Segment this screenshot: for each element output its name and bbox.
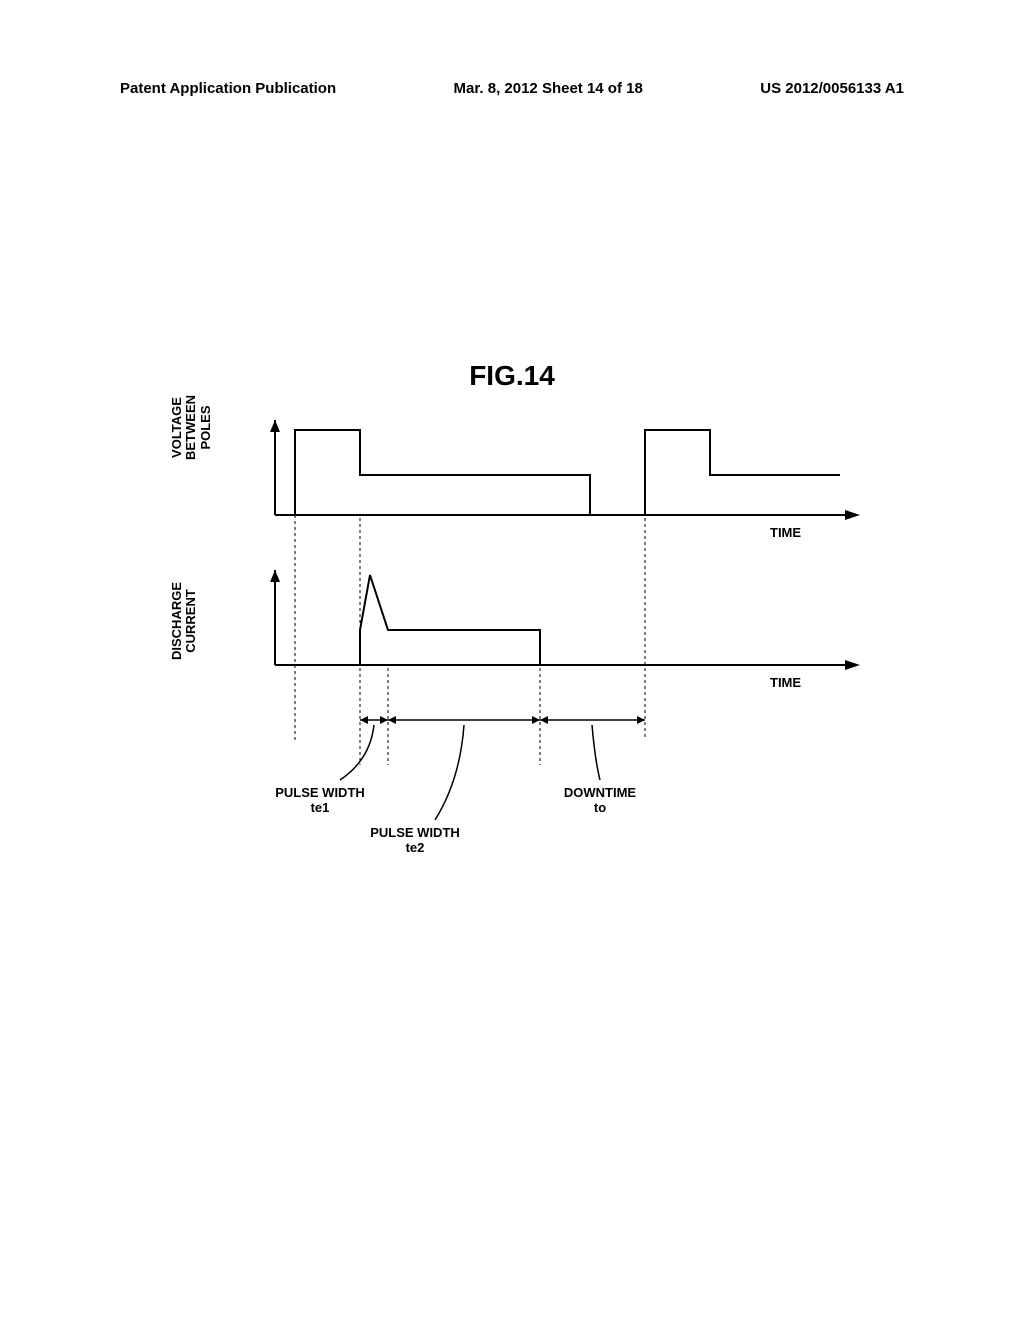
page-header: Patent Application Publication Mar. 8, 2… [0,80,1024,97]
voltage-x-label: TIME [770,525,801,540]
current-waveform [220,570,880,680]
header-center: Mar. 8, 2012 Sheet 14 of 18 [454,80,643,97]
label-pulse-te2: PULSE WIDTH te2 [355,825,475,855]
voltage-waveform [220,420,880,530]
chart-container: VOLTAGE BETWEEN POLES TIME DISCHARGE CUR… [180,420,880,870]
label-pulse-te1: PULSE WIDTH te1 [260,785,380,815]
current-y-label: DISCHARGE CURRENT [170,582,199,660]
voltage-y-label: VOLTAGE BETWEEN POLES [170,395,213,460]
header-left: Patent Application Publication [120,80,336,97]
header-right: US 2012/0056133 A1 [760,80,904,97]
figure-title: FIG.14 [469,360,555,392]
label-downtime-to: DOWNTIME to [540,785,660,815]
current-x-label: TIME [770,675,801,690]
